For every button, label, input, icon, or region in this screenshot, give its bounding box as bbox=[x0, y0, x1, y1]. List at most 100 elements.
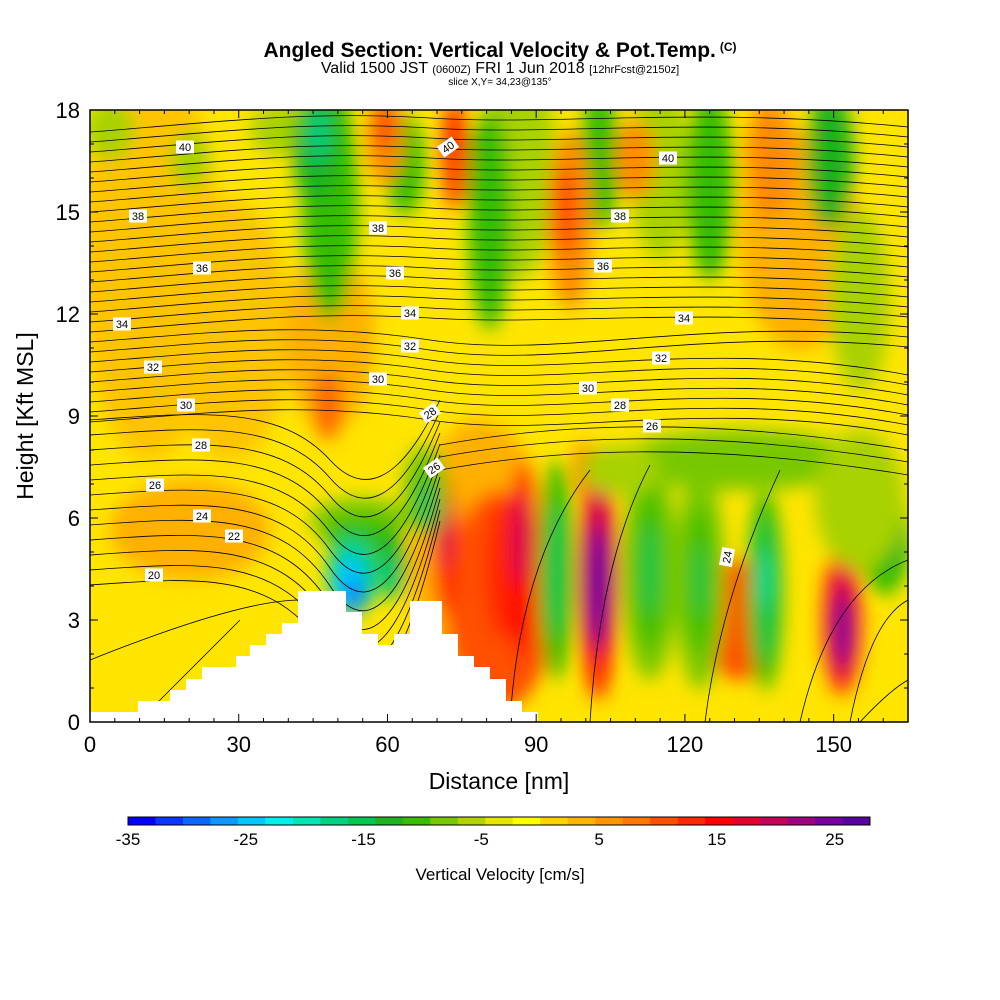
isentrope bbox=[849, 599, 908, 722]
colorbar-tick-label: 5 bbox=[594, 830, 603, 849]
velocity-cell bbox=[615, 120, 655, 200]
isentrope bbox=[90, 165, 908, 183]
velocity-cell bbox=[285, 250, 375, 430]
isentrope bbox=[90, 155, 908, 173]
contour-label: 26 bbox=[643, 419, 661, 433]
isentrope bbox=[90, 443, 441, 555]
isentrope bbox=[90, 215, 908, 233]
contour-label-box bbox=[193, 261, 211, 275]
y-tick-label: 18 bbox=[56, 98, 80, 123]
valid-utc: (0600Z) bbox=[432, 64, 471, 76]
contour-label-text: 28 bbox=[422, 405, 439, 422]
contour-label-box bbox=[418, 402, 442, 424]
contour-label: 24 bbox=[193, 509, 211, 523]
contour-label-text: 26 bbox=[646, 421, 658, 433]
valid-time: Valid 1500 JST bbox=[320, 60, 428, 77]
isentrope bbox=[90, 295, 908, 313]
forecast-info: [12hrFcst@2150z] bbox=[589, 64, 680, 76]
contour-label: 34 bbox=[113, 317, 131, 331]
isentrope bbox=[90, 421, 441, 518]
potential-temperature-contours bbox=[90, 115, 908, 722]
chart-title-unit: (C) bbox=[719, 40, 737, 54]
contour-label-text: 30 bbox=[180, 400, 192, 412]
isentrope bbox=[509, 469, 591, 722]
velocity-cell bbox=[553, 165, 577, 255]
colorbar-swatch bbox=[540, 817, 569, 825]
contour-label-box bbox=[422, 457, 446, 479]
isentrope bbox=[90, 339, 908, 356]
colorbar-swatch bbox=[622, 817, 651, 825]
colorbar-swatch bbox=[347, 817, 376, 825]
colorbar-tick-label: -5 bbox=[474, 830, 489, 849]
isentrope bbox=[90, 245, 908, 263]
y-tick-label: 15 bbox=[56, 200, 80, 225]
isentrope bbox=[799, 559, 908, 722]
y-tick-label: 6 bbox=[68, 506, 80, 531]
contour-label: 36 bbox=[386, 266, 404, 280]
contour-label: 32 bbox=[652, 351, 670, 365]
velocity-cell bbox=[90, 110, 135, 160]
contour-label-box bbox=[401, 306, 419, 320]
velocity-cell bbox=[347, 579, 363, 611]
isentrope bbox=[90, 432, 441, 537]
velocity-cell bbox=[836, 595, 850, 665]
contour-label-text: 28 bbox=[614, 400, 626, 412]
isentrope bbox=[90, 175, 908, 193]
colorbar-swatch bbox=[787, 817, 816, 825]
isentrope bbox=[90, 359, 908, 386]
y-tick-label: 3 bbox=[68, 608, 80, 633]
contour-label: 32 bbox=[144, 360, 162, 374]
isentrope bbox=[90, 185, 908, 203]
velocity-cell bbox=[830, 210, 890, 390]
y-tick-label: 12 bbox=[56, 302, 80, 327]
x-tick-label: 120 bbox=[667, 732, 704, 757]
contour-label-text: 32 bbox=[655, 353, 667, 365]
isentrope bbox=[90, 115, 908, 133]
isentrope bbox=[90, 454, 441, 574]
contour-label: 38 bbox=[369, 221, 387, 235]
colorbar-tick-label: -35 bbox=[116, 830, 141, 849]
velocity-cell bbox=[695, 545, 705, 615]
contour-label-text: 40 bbox=[662, 153, 674, 165]
contour-label-text: 22 bbox=[228, 531, 240, 543]
contour-label: 32 bbox=[401, 339, 419, 353]
isentrope bbox=[90, 195, 908, 213]
colorbar-swatch bbox=[155, 817, 184, 825]
contour-label-box bbox=[594, 259, 612, 273]
isentrope bbox=[439, 426, 908, 451]
x-tick-label: 90 bbox=[524, 732, 548, 757]
isentrope bbox=[90, 349, 908, 376]
x-axis-label: Distance [nm] bbox=[429, 768, 570, 794]
valid-date: FRI 1 Jun 2018 bbox=[475, 60, 585, 77]
contour-label: 24 bbox=[719, 547, 735, 567]
colorbar-swatch bbox=[760, 817, 788, 825]
contour-label-box bbox=[144, 360, 162, 374]
isentrope bbox=[90, 225, 908, 243]
isentrope bbox=[90, 379, 908, 406]
isentrope bbox=[90, 399, 908, 426]
contour-label-text: 40 bbox=[440, 139, 457, 156]
isentrope bbox=[90, 329, 908, 346]
velocity-cell bbox=[513, 495, 527, 585]
contour-label-text: 32 bbox=[404, 341, 416, 353]
contour-label: 38 bbox=[611, 209, 629, 223]
isentrope bbox=[439, 438, 908, 463]
colorbar-swatch bbox=[705, 817, 733, 825]
velocity-cell bbox=[375, 110, 395, 150]
contour-label-box bbox=[177, 398, 195, 412]
contour-label-box bbox=[652, 351, 670, 365]
contour-label: 20 bbox=[145, 568, 163, 582]
colorbar-swatch bbox=[650, 817, 678, 825]
slice-info: slice X,Y= 34,23@135° bbox=[448, 77, 552, 88]
isentrope bbox=[90, 399, 441, 480]
contour-labels: 40 40 40 38 38 38 36 36 36 34 34 34 32 32 32 30 30 30 28 28… bbox=[113, 136, 735, 582]
contour-label: 22 bbox=[225, 529, 243, 543]
velocity-cell bbox=[308, 110, 328, 163]
contour-label-box bbox=[386, 266, 404, 280]
x-axis-ticks: 0 30 60 90 120 150 bbox=[84, 110, 884, 757]
contour-label-box bbox=[369, 372, 387, 386]
isentrope bbox=[90, 465, 441, 593]
isentrope bbox=[90, 205, 908, 223]
colorbar-swatch bbox=[292, 817, 321, 825]
contour-label-text: 40 bbox=[179, 142, 191, 154]
